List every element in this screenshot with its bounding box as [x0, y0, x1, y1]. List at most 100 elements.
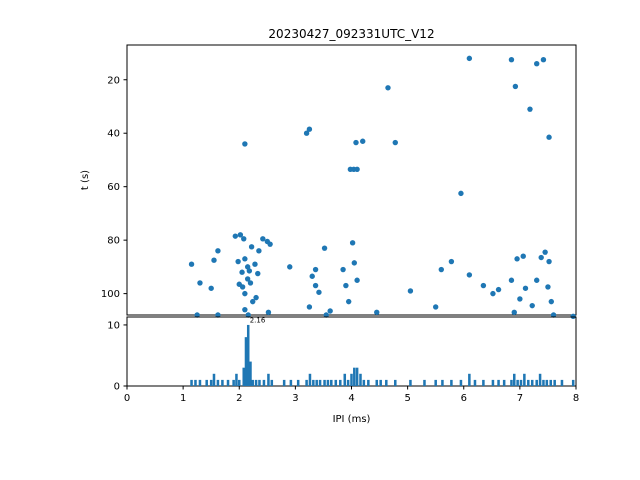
histogram-bar	[289, 379, 293, 386]
scatter-point	[323, 312, 329, 318]
histogram-bar	[232, 379, 235, 386]
histogram-bar	[385, 379, 388, 386]
y-tick-label: 100	[101, 289, 120, 300]
scatter-point	[508, 277, 515, 283]
histogram-bar	[330, 379, 333, 386]
scatter-point	[570, 313, 576, 320]
scatter-point	[514, 256, 520, 262]
scatter-point	[306, 304, 313, 310]
scatter-point	[235, 258, 241, 265]
histogram-bar	[510, 379, 513, 386]
histogram-bar	[254, 379, 258, 386]
scatter-point	[253, 294, 259, 301]
scatter-point	[354, 277, 360, 283]
histogram-bar	[205, 379, 208, 386]
scatter-point	[466, 272, 473, 278]
scatter-point	[392, 139, 398, 146]
scatter-point	[321, 245, 328, 251]
scatter-point	[215, 312, 221, 318]
scatter-point	[353, 139, 359, 146]
scatter-point	[385, 85, 391, 91]
histogram-bar	[549, 379, 553, 386]
scatter-point	[340, 266, 346, 273]
histogram-tick-labels: 0 10 0 1 2 3 4 5 6 7 8	[107, 320, 579, 404]
scatter-point	[351, 260, 358, 266]
scatter-point	[306, 126, 313, 132]
histogram-bar	[519, 379, 523, 386]
x-tick-label: 5	[404, 393, 410, 404]
histogram-bar	[235, 373, 238, 386]
y-tick-label: 0	[114, 382, 120, 393]
histogram-bar	[473, 379, 477, 386]
histogram-bar	[194, 379, 197, 386]
y-tick-label: 60	[107, 182, 120, 193]
scatter-point	[316, 289, 322, 295]
x-tick-label: 0	[124, 393, 130, 404]
histogram-bar	[212, 373, 216, 386]
histogram-bar	[209, 379, 213, 386]
scatter-point	[458, 190, 464, 197]
scatter-point	[511, 309, 517, 316]
histogram-bar	[334, 379, 338, 386]
histogram-bar	[326, 379, 330, 386]
histogram-bar	[379, 379, 382, 386]
histogram-bar	[545, 379, 549, 386]
scatter-point	[480, 282, 487, 289]
scatter-point	[256, 248, 262, 254]
histogram-bar	[367, 379, 370, 386]
scatter-point	[490, 290, 496, 297]
scatter-point	[242, 256, 248, 262]
y-tick-label: 80	[107, 236, 120, 247]
scatter-point	[522, 285, 529, 291]
scatter-point	[545, 284, 551, 290]
scatter-point	[250, 298, 256, 305]
histogram-bar	[318, 379, 322, 386]
histogram-bar	[459, 379, 463, 386]
histogram-bar	[244, 337, 248, 386]
x-tick-label: 8	[573, 393, 579, 404]
scatter-point	[540, 57, 547, 63]
scatter-point	[438, 266, 444, 273]
scatter-point	[194, 312, 200, 318]
scatter-point	[265, 309, 272, 316]
scatter-axes	[126, 44, 577, 316]
histogram-bar	[216, 379, 220, 386]
scatter-point	[360, 138, 366, 144]
histogram-bar	[359, 373, 362, 386]
histogram-bar	[270, 379, 274, 386]
x-tick-label: 4	[348, 393, 354, 404]
scatter-frame	[126, 44, 577, 316]
scatter-point	[517, 296, 523, 302]
histogram-bar	[339, 379, 342, 386]
histogram-bar	[282, 379, 286, 386]
histogram-bar	[560, 379, 564, 386]
scatter-point	[237, 232, 244, 238]
scatter-point	[241, 236, 247, 242]
scatter-point	[215, 248, 221, 254]
histogram-bar	[571, 379, 575, 386]
histogram-bar	[394, 379, 397, 386]
histogram-bar	[312, 379, 315, 386]
scatter-point	[327, 308, 333, 314]
x-tick-label: 6	[461, 393, 467, 404]
chart-title: 20230427_092331UTC_V12	[268, 27, 434, 41]
scatter-point	[520, 253, 526, 259]
histogram-bar	[226, 379, 230, 386]
scatter-point	[287, 264, 293, 270]
scatter-point	[255, 270, 261, 277]
histogram-bars	[190, 324, 575, 386]
histogram-bar	[409, 379, 412, 386]
scatter-point	[312, 266, 319, 273]
histogram-bar	[237, 379, 241, 386]
scatter-point	[529, 302, 535, 309]
histogram-bar	[323, 379, 326, 386]
scatter-point	[260, 236, 266, 242]
scatter-point	[244, 276, 251, 282]
histogram-bar	[423, 379, 426, 386]
x-tick-label: 7	[517, 393, 523, 404]
histogram-bar	[221, 379, 224, 386]
histogram-bar	[527, 379, 530, 386]
histogram-bar	[315, 379, 318, 386]
